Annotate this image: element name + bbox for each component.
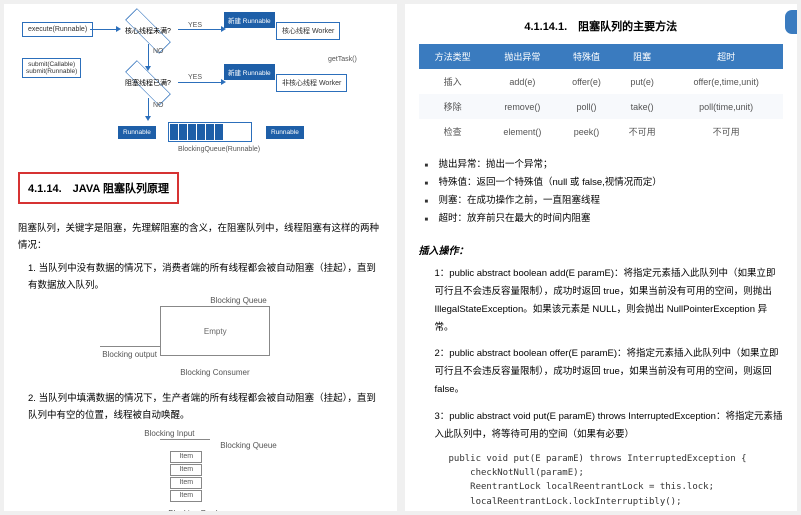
side-tab[interactable] — [785, 10, 797, 34]
section-title: 4.1.14. JAVA 阻塞队列原理 — [18, 172, 179, 204]
fc-runnable-left: Runnable — [118, 126, 156, 139]
table-row: 插入add(e)offer(e)put(e)offer(e,time,unit) — [419, 69, 784, 94]
desc-put: 3：public abstract void put(E paramE) thr… — [435, 408, 784, 444]
fc-new-runnable-2: 新建 Runnable — [224, 64, 275, 80]
bq-consumer-diagram: Blocking Queue Empty Blocking output Blo… — [90, 302, 310, 382]
fc-queue-slots — [168, 122, 252, 142]
notes-bullets: 抛出异常：抛出一个异常； 特殊值：返回一个特殊值（null 或 false,视情… — [439, 156, 784, 228]
list-item-1: 1. 当队列中没有数据的情况下，消费者端的所有线程都会被自动阻塞（挂起），直到有… — [28, 260, 383, 294]
right-title: 4.1.14.1. 阻塞队列的主要方法 — [419, 18, 784, 34]
fc-diamond-full: 阻塞线程已满? — [118, 68, 178, 98]
bq-producer-diagram: Blocking Input Blocking Queue Item Item … — [90, 433, 310, 511]
desc-offer: 2：public abstract boolean offer(E paramE… — [435, 345, 784, 399]
page-left: execute(Runnable) submit(Callable) submi… — [4, 4, 397, 511]
fc-noncore-worker: 非核心线程 Worker — [276, 74, 347, 92]
fc-new-runnable-1: 新建 Runnable — [224, 12, 275, 28]
table-row: 检查element()peek()不可用不可用 — [419, 119, 784, 144]
fc-bq-label: BlockingQueue(Runnable) — [178, 146, 260, 153]
page-right: 4.1.14.1. 阻塞队列的主要方法 方法类型 抛出异常 特殊值 阻塞 超时 … — [405, 4, 798, 511]
fc-core-worker: 核心线程 Worker — [276, 22, 340, 40]
fc-yes-2: YES — [188, 74, 202, 81]
desc-add: 1：public abstract boolean add(E paramE)：… — [435, 265, 784, 337]
fc-submit: submit(Callable) submit(Runnable) — [22, 58, 81, 78]
fc-runnable-right: Runnable — [266, 126, 304, 139]
fc-no-1: NO — [153, 48, 164, 55]
insert-ops-heading: 插入操作： — [419, 242, 784, 257]
flowchart-diagram: execute(Runnable) submit(Callable) submi… — [18, 14, 383, 164]
table-row: 移除remove()poll()take()poll(time,unit) — [419, 94, 784, 119]
code-block: public void put(E paramE) throws Interru… — [449, 452, 784, 511]
fc-gettask: getTask() — [328, 56, 357, 63]
fc-execute: execute(Runnable) — [22, 22, 93, 37]
fc-yes-1: YES — [188, 22, 202, 29]
intro-para: 阻塞队列，关键字是阻塞，先理解阻塞的含义，在阻塞队列中，线程阻塞有这样的两种情况… — [18, 220, 383, 254]
fc-diamond-core: 核心线程未满? — [118, 16, 178, 46]
fc-no-2: NO — [153, 102, 164, 109]
list-item-2: 2. 当队列中填满数据的情况下，生产者端的所有线程都会被自动阻塞（挂起），直到队… — [28, 390, 383, 424]
methods-table: 方法类型 抛出异常 特殊值 阻塞 超时 插入add(e)offer(e)put(… — [419, 44, 784, 144]
